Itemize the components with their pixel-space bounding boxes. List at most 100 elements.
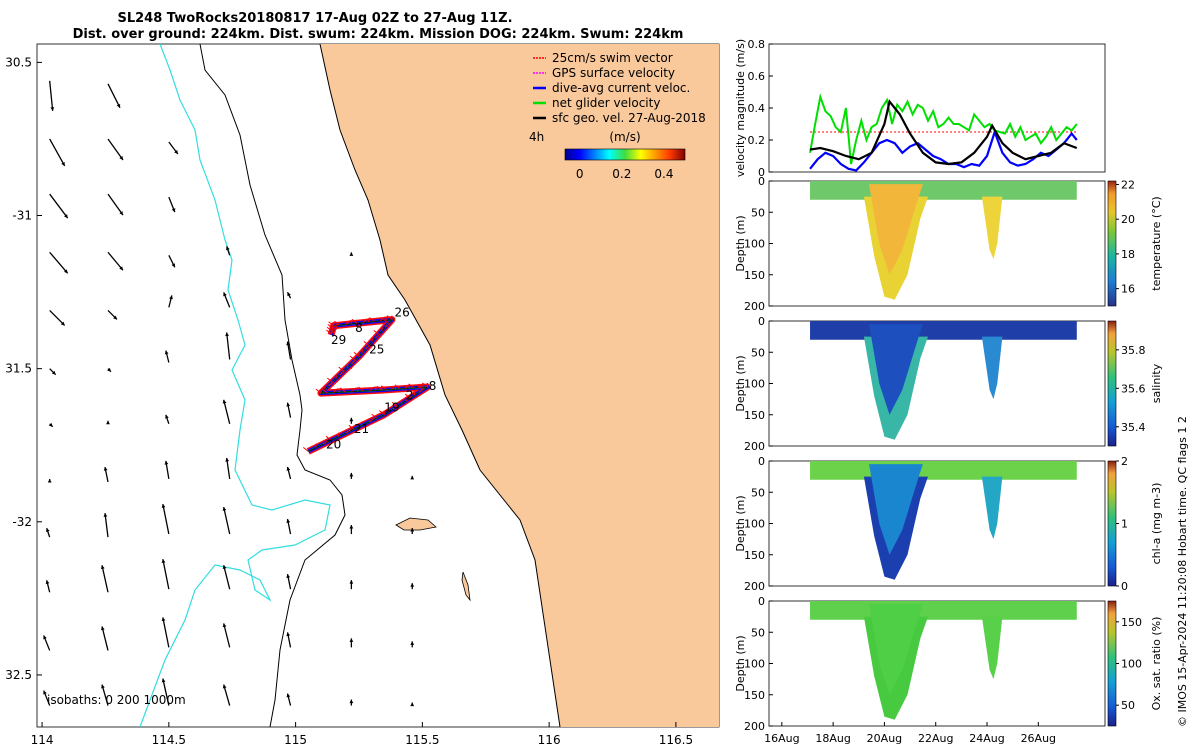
section-panel-oxygen: 0 50 100 150 200 Depth (m) 50 100 150 Ox. sat. ra… — [734, 595, 1163, 733]
arrow-shaft — [226, 457, 231, 480]
core-water-mass — [869, 324, 923, 415]
arrow-shaft — [223, 399, 231, 424]
arrow-head — [349, 525, 354, 529]
swim-vector — [348, 424, 355, 430]
arrow-head — [45, 580, 50, 585]
geo-velocity-arrow — [100, 626, 109, 651]
map-x-tick-label: 115 — [284, 733, 307, 747]
arrow-head — [48, 422, 53, 427]
colorbar-tick-label: 0.4 — [654, 167, 673, 181]
geo-velocity-arrow — [349, 417, 354, 424]
arrow-head — [106, 420, 110, 425]
surface-layer — [810, 461, 1077, 480]
arrow-head — [222, 623, 227, 628]
arrow-head — [47, 478, 52, 483]
depth-tick-label: 150 — [744, 269, 765, 282]
depth-tick-label: 200 — [744, 300, 765, 313]
legend-entry: dive-avg current veloc. — [552, 81, 690, 95]
arrow-head — [286, 402, 291, 407]
velocity-tick-label: 0.4 — [748, 102, 766, 115]
coastline — [319, 44, 561, 727]
swim-vector — [326, 329, 332, 335]
map-y-tick-label: 32.5 — [5, 668, 32, 682]
geo-velocity-arrow — [45, 527, 51, 538]
colorbar-tick-label: 22 — [1121, 178, 1135, 191]
arrow-head — [161, 678, 166, 683]
velocity-tick-label: 0.2 — [748, 134, 766, 147]
colorbar-tick-label: 20 — [1121, 213, 1135, 226]
glider-track — [302, 315, 431, 455]
map-y-tick-label: -32 — [12, 515, 32, 529]
arrow-head — [286, 466, 291, 471]
arrow-head — [164, 460, 169, 465]
figure-title-line2: Dist. over ground: 224km. Dist. swum: 22… — [73, 27, 684, 42]
swim-vector — [345, 428, 352, 434]
arrow-head — [103, 466, 108, 471]
depth-tick-label: 50 — [751, 206, 765, 219]
map-x-tick-label: 116 — [538, 733, 561, 747]
core-water-mass — [869, 464, 923, 555]
colorbar-tick-label: 1 — [1121, 518, 1128, 531]
arrow-head — [349, 638, 354, 642]
arrow-head — [222, 684, 227, 689]
section-panel-chl-a: 0 50 100 150 200 Depth (m) 0 1 2 chl-a (mg m-3) — [734, 455, 1163, 593]
arrow-head — [171, 208, 176, 213]
arrow-head — [349, 472, 354, 477]
track-day-label: 25 — [369, 342, 384, 356]
velocity-tick-label: 0 — [758, 166, 765, 179]
arrow-head — [103, 513, 108, 517]
depth-ylabel: Depth (m) — [734, 215, 747, 271]
swim-vector — [328, 381, 334, 387]
colorbar-label: (m/s) — [609, 130, 640, 144]
geo-velocity-arrow — [410, 702, 415, 707]
arrow-head — [223, 292, 227, 297]
time-tick-label: 18Aug — [815, 732, 850, 745]
surface-layer — [810, 181, 1077, 200]
arrow-shaft — [223, 684, 231, 706]
geo-velocity-arrow — [168, 255, 176, 268]
depth-tick-label: 200 — [744, 720, 765, 733]
geo-velocity-arrow — [286, 341, 292, 360]
arrow-head — [61, 161, 65, 166]
arrow-head — [349, 252, 354, 256]
arrow-head — [287, 292, 291, 297]
swim-vector — [327, 324, 334, 329]
geo-velocity-arrow — [286, 574, 292, 590]
swim-vector — [338, 366, 345, 372]
second-profile-lobe — [981, 476, 1003, 540]
arrow-head — [286, 632, 291, 637]
swim-vector — [365, 344, 371, 350]
geo-velocity-arrow — [48, 422, 54, 428]
arrow-shaft — [162, 617, 170, 648]
arrow-shaft — [223, 623, 231, 648]
track-day-label: 8 — [429, 379, 437, 393]
depth-tick-label: 100 — [744, 378, 765, 391]
depth-tick-label: 0 — [758, 175, 765, 188]
geo-velocity-arrow — [49, 138, 66, 167]
track-day-label: 19 — [384, 401, 399, 415]
swim-vector — [386, 315, 393, 321]
swim-vector — [327, 377, 333, 383]
geo-velocity-arrow — [107, 83, 121, 109]
geo-velocity-arrow — [161, 503, 170, 535]
swim-vector — [391, 401, 398, 407]
arrow-head — [50, 107, 55, 111]
geo-velocity-arrow — [286, 466, 292, 480]
arrow-shaft — [162, 678, 170, 706]
arrow-shaft — [107, 83, 121, 109]
copyright-note: © IMOS 15-Apr-2024 11:20:08 Hobart time.… — [1176, 416, 1189, 727]
arrow-shaft — [107, 193, 124, 216]
geo-velocity-arrow — [349, 638, 354, 648]
colorbar-tick-label: 100 — [1121, 658, 1142, 671]
map-x-tick-label: 115.5 — [405, 733, 439, 747]
swim-vector — [339, 387, 346, 393]
swim-vector — [334, 320, 340, 326]
map-x-tick-label: 114 — [31, 733, 54, 747]
geo-velocity-arrow — [349, 472, 354, 479]
swim-vector — [375, 333, 381, 339]
arrow-head — [165, 414, 169, 419]
arrow-head — [169, 295, 173, 300]
arrow-shaft — [49, 251, 69, 274]
time-axis-ticks: 16Aug 18Aug 20Aug 22Aug 24Aug 26Aug — [764, 722, 1056, 745]
